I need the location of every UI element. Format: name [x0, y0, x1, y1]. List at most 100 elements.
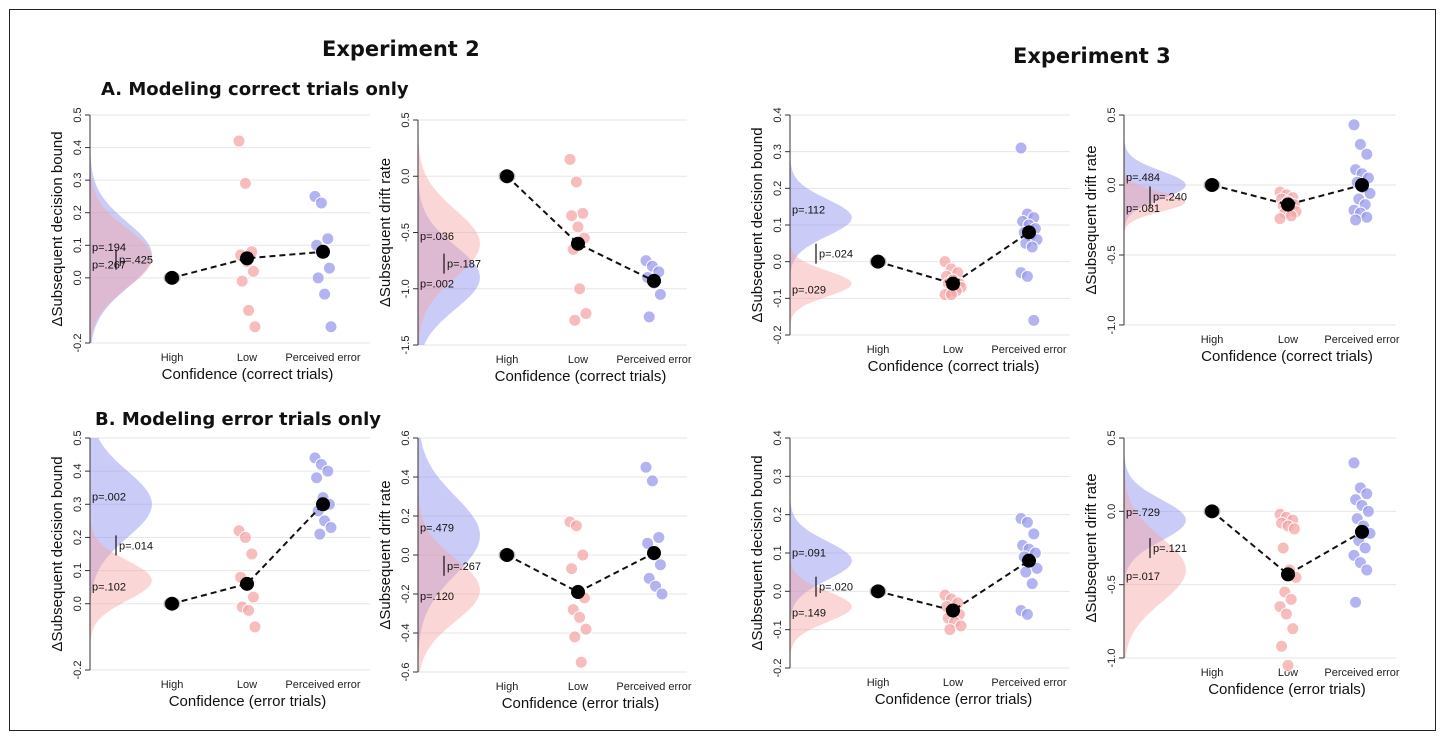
y-tick-label: -0.5: [1106, 246, 1118, 265]
perceived-point: [1360, 487, 1374, 501]
low-point: [576, 548, 590, 562]
low-point: [1273, 212, 1287, 226]
mean-marker: [240, 251, 254, 266]
mean-marker: [946, 276, 960, 291]
category-label: High: [496, 354, 519, 366]
category-label: High: [867, 677, 890, 689]
category-label: Low: [568, 681, 588, 693]
perceived-error-density: [418, 120, 480, 345]
low-point: [248, 620, 262, 634]
perceived-point: [1360, 563, 1374, 577]
low-point: [1276, 541, 1290, 555]
p-value-bottom: p=.267: [92, 259, 126, 271]
low-point: [573, 610, 587, 624]
p-value-top: p=.484: [1126, 172, 1160, 184]
perceived-error-density: [790, 115, 852, 335]
y-tick-label: 0.2: [72, 205, 84, 220]
y-tick-label: -0.4: [400, 624, 412, 643]
perceived-point: [1027, 527, 1041, 541]
perceived-point: [1019, 565, 1033, 579]
y-tick-label: 0.1: [772, 217, 784, 232]
mean-marker: [1205, 504, 1219, 519]
category-label: Low: [237, 679, 257, 691]
y-tick-label: 0.5: [400, 112, 412, 127]
mean-marker: [1022, 225, 1036, 240]
mean-marker: [647, 273, 661, 288]
low-point: [235, 274, 249, 288]
row-b-title: B. Modeling error trials only: [95, 409, 382, 430]
perceived-point: [321, 464, 335, 478]
y-tick-label: 0.0: [772, 584, 784, 599]
p-value-bottom: p=.017: [1126, 571, 1160, 583]
perceived-error-density: [1124, 115, 1186, 325]
mean-marker: [165, 270, 179, 285]
y-tick-label: 0.4: [400, 469, 412, 484]
x-axis-label: Confidence (error trials): [1208, 681, 1366, 698]
category-label: High: [161, 352, 184, 364]
mean-line: [171, 250, 324, 279]
perceived-point: [1347, 456, 1361, 470]
mean-marker: [316, 497, 330, 512]
x-axis-label: Confidence (error trials): [502, 695, 660, 712]
low-point: [1286, 622, 1300, 636]
mean-marker: [500, 169, 514, 184]
y-axis-label: ΔSubsequent drift rate: [377, 158, 394, 307]
mean-marker: [1022, 553, 1036, 568]
perceived-point: [1360, 210, 1374, 224]
category-label: Perceived error: [616, 354, 692, 366]
panel-exp2-error-bound: -0.2 0.0 0.1 0.2 0.3 0.4 0.5 ΔSubsequent decisi…: [49, 430, 370, 710]
y-tick-label: -0.2: [772, 326, 784, 345]
y-tick-label: 0.3: [772, 144, 784, 159]
p-value-top: p=.036: [420, 231, 454, 243]
p-value-mid: p=.187: [447, 259, 481, 271]
panel-exp3-error-drift: -1.0 -0.5 0.0 0.5 ΔSubsequent drift rate High…: [1083, 430, 1400, 698]
y-tick-label: 0.0: [72, 270, 84, 285]
low-confidence-density: [790, 115, 852, 335]
category-label: High: [1201, 667, 1224, 679]
y-tick-label: 0.5: [72, 430, 84, 445]
low-point: [568, 630, 582, 644]
y-tick-label: 0.0: [772, 254, 784, 269]
perceived-point: [313, 527, 327, 541]
category-label: Perceived error: [1324, 334, 1400, 346]
perceived-point: [1025, 240, 1039, 254]
category-label: Perceived error: [991, 677, 1067, 689]
y-tick-label: 0.4: [72, 140, 84, 155]
p-value-top: p=.112: [792, 205, 825, 217]
y-tick-label: 0.6: [400, 430, 412, 445]
mean-line: [171, 503, 324, 605]
mean-marker: [316, 244, 330, 259]
low-point: [1281, 658, 1295, 672]
y-tick-label: 0.3: [72, 497, 84, 512]
low-point: [563, 152, 577, 166]
low-point: [569, 519, 583, 533]
mean-line: [877, 559, 1030, 612]
p-value-bottom: p=.120: [420, 591, 454, 603]
x-axis-label: Confidence (error trials): [169, 693, 327, 710]
y-tick-label: 0.4: [772, 430, 784, 445]
y-axis-label: ΔSubsequent decision bound: [749, 455, 766, 650]
mean-marker: [647, 546, 661, 561]
perceived-point: [1014, 141, 1028, 155]
category-label: High: [161, 679, 184, 691]
category-label: Perceived error: [616, 681, 692, 693]
low-point: [1287, 522, 1301, 536]
mean-line: [1211, 510, 1363, 576]
y-tick-label: 0.2: [772, 507, 784, 522]
perceived-point: [1027, 313, 1041, 327]
low-point: [248, 320, 262, 334]
y-tick-label: 0.5: [1106, 107, 1118, 122]
category-label: Perceived error: [285, 352, 361, 364]
low-point: [573, 282, 587, 296]
low-point: [579, 622, 593, 636]
perceived-point: [314, 196, 328, 210]
y-tick-label: 0.2: [772, 181, 784, 196]
y-tick-label: 0.4: [772, 107, 784, 122]
y-tick-label: -0.6: [400, 663, 412, 682]
mean-marker: [571, 585, 585, 600]
category-label: Low: [1278, 667, 1298, 679]
low-confidence-density: [418, 438, 480, 672]
y-tick-label: -1.0: [1106, 649, 1118, 668]
y-axis-label: ΔSubsequent decision bound: [49, 131, 66, 326]
low-point: [242, 603, 256, 617]
